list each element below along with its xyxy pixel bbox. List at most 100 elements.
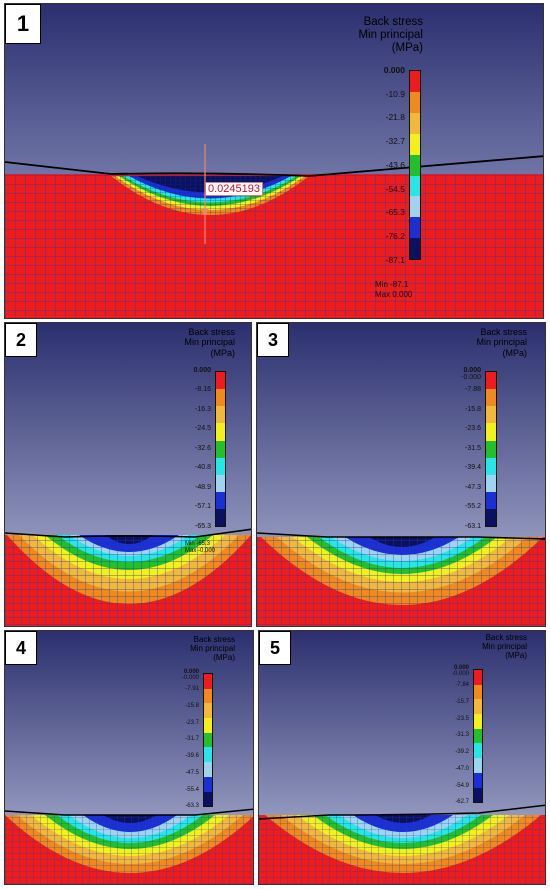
scale-tick-label: -39.6 [185,753,199,760]
color-scale-band [410,71,420,92]
panel-5-legend-title: Back stress Min principal (MPa) [447,633,527,661]
panel-1-title-line2: Min principal [358,29,423,42]
color-scale-band [474,714,482,729]
color-scale-band [216,389,225,407]
scale-tick-label: -15.8 [185,702,199,709]
color-scale-band [216,457,225,475]
color-scale-band [410,196,420,218]
panel-5-title-line2: Min principal [482,642,527,652]
scale-tick-label: -23.7 [185,719,199,726]
panel-1-graphic [5,4,543,318]
panel-1-min-max: Min -87.1 Max 0.000 [375,280,412,299]
color-scale-band [410,154,420,176]
contour-panel-4: 4 Back stress Min principal (MPa) 0.000-… [4,630,254,885]
scale-tick-label: 0.000 [463,366,481,374]
panel-5-title-line1: Back stress [485,633,527,642]
scale-tick-label: -62.7 [455,799,469,806]
contour-panel-5: 5 Back stress Min principal (MPa) 0.000-… [258,630,546,885]
scale-tick-label: -63.3 [185,803,199,810]
scale-tick-label: -24.5 [195,425,211,433]
panel-2-graphic [5,323,251,626]
panel-2-max-label: Max -0.000 [185,548,216,555]
scale-tick-label: -31.7 [185,736,199,743]
panel-2-color-legend: 0.000 -8.16 -16.3 -24.5 -32.6 -40.8 -48.9 -57.1… [165,366,235,530]
scale-tick-label: -76.2 [385,231,405,242]
contour-panel-3: 3 Back stress Min principal (MPa) 0.000-… [256,322,546,627]
color-scale-band [204,762,212,777]
color-scale-band [486,474,496,492]
panel-2-number: 2 [5,323,37,357]
color-scale-band [474,728,482,744]
scale-tick-label: -54.9 [455,782,469,789]
scale-tick-label: -7.91 [185,686,199,693]
panel-5-number: 5 [259,631,291,665]
color-scale-band [204,732,212,748]
panel-3-color-legend: 0.000 -7.88 -15.8 -23.6 -31.5 -39.4 -47.3 -55.2… [433,359,513,531]
color-scale-band [474,699,482,715]
color-scale-band [216,491,225,509]
scale-top-extra-label: -0.000 [181,675,199,682]
color-scale-band [216,423,225,441]
scale-tick-label: -47.5 [185,769,199,776]
color-scale-bar [215,371,226,527]
color-scale-band [486,406,496,424]
scale-tick-label: -15.8 [465,405,481,413]
contour-panel-1: 1 Back stress Min principal (MPa) 0.000 -… [4,3,544,319]
color-scale-band [486,423,496,441]
color-scale-bar [409,70,421,260]
panel-3-title-line3: (MPa) [502,347,528,358]
scale-tick-label: -65.3 [195,522,211,530]
color-scale-band [204,688,212,704]
scale-tick-label: -31.5 [465,444,481,452]
color-scale-band [410,91,420,113]
scale-tick-label: 0.000 [453,665,469,672]
scale-tick-label: 0.000 [193,366,211,374]
scale-tick-label: -87.1 [385,254,405,265]
scale-top-extra-label: -0.000 [451,671,469,678]
panel-1-color-legend: 0.000 -10.9 -21.8 -32.7 -43.6 -54.5 -65.3 -76.2… [345,64,425,265]
panel-4-color-legend: 0.000 -7.91 -15.8 -23.7 -31.7 -39.6 -47.5 -55.4… [155,663,225,811]
panel-2-title-line2: Min principal [184,337,235,348]
panel-3-graphic [257,323,545,626]
color-scale-band [474,772,482,788]
scale-tick-label: -47.0 [455,765,469,772]
scale-tick-label: -23.5 [455,715,469,722]
color-scale-band [486,491,496,509]
scale-tick-label: 0.000 [183,669,199,676]
panel-4-title-line1: Back stress [193,635,235,644]
color-scale-band [410,217,420,239]
contour-panel-2: 2 Back stress Min principal (MPa) 0.000 -… [4,322,252,627]
panel-1-title-line3: (MPa) [391,42,423,55]
scale-tick-label: -32.6 [195,444,211,452]
color-scale-band [204,703,212,719]
scale-tick-label: -65.3 [385,207,405,218]
panel-4-title-line3: (MPa) [213,653,235,663]
scale-tick-label: -7.88 [465,386,481,394]
panel-2-legend-title: Back stress Min principal (MPa) [155,327,235,358]
scale-tick-label: -48.9 [195,483,211,491]
scale-tick-label: -10.9 [385,88,405,99]
color-scale-band [216,474,225,492]
panel-4-number: 4 [5,631,37,665]
panel-5-title-line3: (MPa) [505,651,527,661]
scale-tick-label: -21.8 [385,112,405,123]
color-scale-band [474,758,482,773]
scale-tick-label: -43.6 [385,159,405,170]
color-scale-band [486,372,496,390]
panel-4-legend-title: Back stress Min principal (MPa) [155,635,235,663]
color-scale-band [486,457,496,475]
color-scale-band [410,238,420,260]
scale-tick-label: -32.7 [385,136,405,147]
color-scale-band [410,175,420,197]
scale-tick-label: -23.6 [465,425,481,433]
scale-tick-label: -40.8 [195,464,211,472]
color-scale-band [204,674,212,689]
color-scale-band [474,787,482,803]
panel-3-title-line2: Min principal [476,337,527,348]
color-scale-bar [485,371,497,527]
panel-1-legend-title: Back stress Min principal (MPa) [323,16,423,56]
panel-3-legend-title: Back stress Min principal (MPa) [443,327,527,358]
panel-1-max-label: Max 0.000 [375,289,413,299]
color-scale-band [204,718,212,733]
scale-tick-label: -55.2 [465,503,481,511]
